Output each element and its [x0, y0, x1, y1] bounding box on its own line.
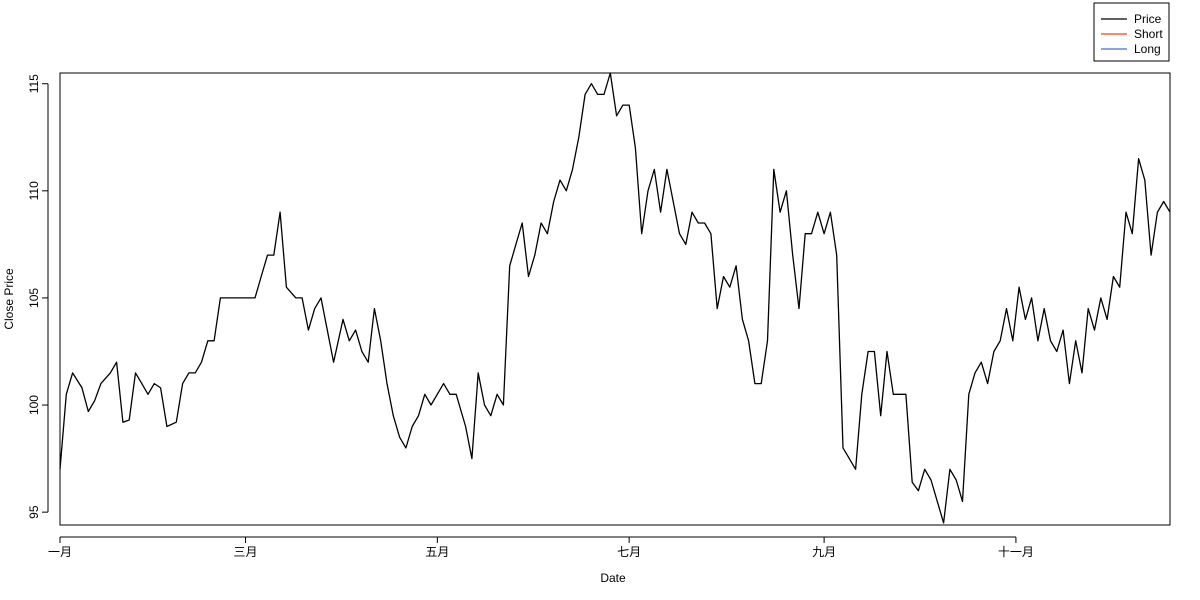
y-tick-label: 105 [27, 288, 41, 308]
legend-label-long: Long [1134, 42, 1161, 56]
y-tick-label: 95 [27, 505, 41, 519]
series-price-line [59, 72, 1171, 524]
legend-label-short: Short [1134, 27, 1163, 41]
series-layer [59, 72, 1171, 524]
x-tick-label: 一月 [48, 545, 72, 559]
legend-label-price: Price [1134, 12, 1162, 26]
x-tick-label: 七月 [617, 545, 641, 559]
x-tick-label: 九月 [812, 545, 836, 559]
y-tick-label: 100 [27, 395, 41, 415]
x-axis-label: Date [600, 571, 626, 585]
plot-area-frame [59, 72, 1171, 526]
x-tick-label: 五月 [425, 545, 449, 559]
y-tick-label: 115 [27, 74, 41, 93]
x-axis: 一月 三月 五月 七月 九月 十一月 [48, 536, 1034, 559]
y-tick-label: 110 [27, 181, 41, 200]
x-tick-label: 十一月 [998, 545, 1034, 559]
y-axis: 95 100 105 110 115 [27, 74, 49, 519]
y-axis-label: Close Price [2, 268, 16, 330]
legend-box [1093, 2, 1170, 62]
x-tick-label: 三月 [234, 545, 258, 559]
